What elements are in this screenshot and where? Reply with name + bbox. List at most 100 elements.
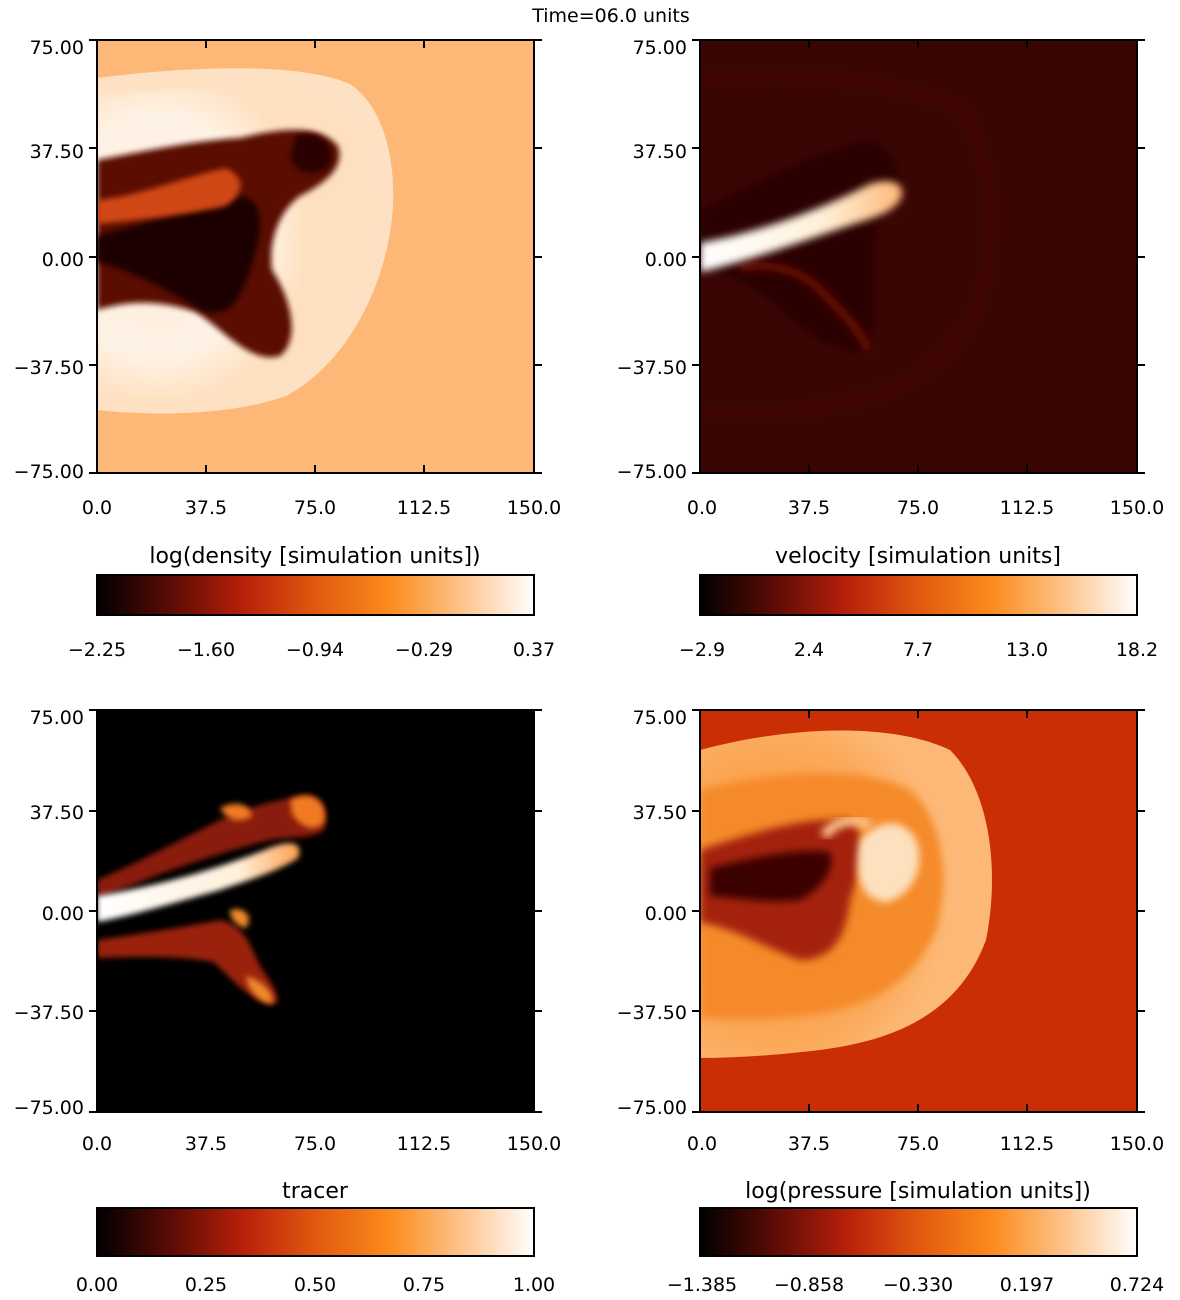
pressure-cocoon-core <box>710 850 832 902</box>
velocity-y-tick-label: −37.50 <box>617 357 687 379</box>
tracer-y-tick-label: −37.50 <box>14 1002 84 1024</box>
tracer-y-tick-label: −75.00 <box>14 1097 84 1119</box>
velocity-y-tick-label: 75.00 <box>633 37 687 59</box>
density-x-tick-label: 0.0 <box>82 497 112 519</box>
tracer-x-tick-label: 75.0 <box>294 1133 336 1155</box>
pressure-colorbar-title: log(pressure [simulation units]) <box>745 1179 1091 1204</box>
tracer-x-tick-label: 112.5 <box>397 1133 451 1155</box>
density-colorbar <box>96 574 535 616</box>
density-mixing-wisps <box>97 168 241 224</box>
pressure-panel: 0.0 37.5 75.0 112.5 150.0 75.00 37.50 0.… <box>617 707 1165 1296</box>
velocity-y-tick-label: 37.50 <box>633 141 687 163</box>
density-y-tick-label: 75.00 <box>30 37 84 59</box>
tracer-colorbar-tick-label: 0.00 <box>76 1274 118 1296</box>
tracer-colorbar-tick-label: 1.00 <box>513 1274 555 1296</box>
pressure-y-tick-label: 75.00 <box>633 707 687 729</box>
pressure-colorbar <box>699 1207 1138 1257</box>
tracer-colorbar-tick-label: 0.25 <box>185 1274 227 1296</box>
pressure-y-tick-label: 0.00 <box>645 903 687 925</box>
tracer-jet <box>97 843 300 922</box>
tracer-y-tick-label: 37.50 <box>30 802 84 824</box>
velocity-x-tick-label: 150.0 <box>1110 497 1164 519</box>
pressure-x-tick-label: 150.0 <box>1110 1133 1164 1155</box>
density-colorbar-ticks: −2.25 −1.60 −0.94 −0.29 0.37 <box>68 639 555 661</box>
velocity-x-tick-label: 75.0 <box>897 497 939 519</box>
pressure-colorbar-tick-label: 0.724 <box>1110 1274 1164 1296</box>
pressure-colorbar-ticks: −1.385 −0.858 −0.330 0.197 0.724 <box>667 1274 1164 1296</box>
density-head-vortex <box>290 133 332 173</box>
tracer-field <box>97 794 326 1004</box>
velocity-x-tick-label: 0.0 <box>687 497 717 519</box>
tracer-panel: 0.0 37.5 75.0 112.5 150.0 75.00 37.50 0.… <box>14 707 562 1296</box>
velocity-field <box>700 74 992 414</box>
pressure-y-ticks: 75.00 37.50 0.00 −37.50 −75.00 <box>617 707 687 1119</box>
tracer-plot-background <box>97 710 534 1112</box>
tracer-colorbar-tick-label: 0.50 <box>294 1274 336 1296</box>
tracer-colorbar <box>96 1207 535 1257</box>
density-y-tick-label: 37.50 <box>30 141 84 163</box>
density-x-tick-label: 75.0 <box>294 497 336 519</box>
pressure-y-tick-label: 37.50 <box>633 802 687 824</box>
tracer-x-tick-label: 37.5 <box>185 1133 227 1155</box>
density-y-tick-label: 0.00 <box>42 249 84 271</box>
pressure-field <box>700 730 992 1058</box>
pressure-colorbar-tick-label: 0.197 <box>1000 1274 1054 1296</box>
pressure-y-tick-label: −37.50 <box>617 1002 687 1024</box>
tracer-y-tick-label: 0.00 <box>42 903 84 925</box>
velocity-colorbar-tick-label: 2.4 <box>794 639 824 661</box>
pressure-x-tick-label: 75.0 <box>897 1133 939 1155</box>
velocity-colorbar-title: velocity [simulation units] <box>775 544 1061 569</box>
density-colorbar-tick-label: 0.37 <box>513 639 555 661</box>
tracer-lower-plume <box>97 920 278 1004</box>
velocity-y-tick-label: 0.00 <box>645 249 687 271</box>
pressure-colorbar-tick-label: −0.330 <box>883 1274 953 1296</box>
density-x-ticks: 0.0 37.5 75.0 112.5 150.0 <box>82 497 561 519</box>
density-colorbar-tick-label: −0.94 <box>286 639 344 661</box>
density-colorbar-tick-label: −0.29 <box>395 639 453 661</box>
tracer-y-ticks: 75.00 37.50 0.00 −37.50 −75.00 <box>14 707 84 1119</box>
tracer-colorbar-title: tracer <box>282 1179 349 1204</box>
density-x-tick-label: 112.5 <box>397 497 451 519</box>
velocity-colorbar-tick-label: 7.7 <box>903 639 933 661</box>
density-field <box>97 68 394 414</box>
density-tick-marks <box>89 39 542 474</box>
velocity-colorbar-tick-label: 18.2 <box>1116 639 1158 661</box>
tracer-head-knots <box>220 796 325 828</box>
velocity-panel: 0.0 37.5 75.0 112.5 150.0 75.00 37.50 0.… <box>617 37 1165 661</box>
tracer-upper-plume <box>97 794 326 898</box>
density-colorbar-tick-label: −2.25 <box>68 639 126 661</box>
density-panel: 0.0 37.5 75.0 112.5 150.0 75.00 37.50 0.… <box>14 37 562 661</box>
tracer-tick-marks <box>89 709 542 1113</box>
velocity-y-tick-label: −75.00 <box>617 461 687 483</box>
velocity-x-ticks: 0.0 37.5 75.0 112.5 150.0 <box>687 497 1164 519</box>
velocity-cocoon-filaments <box>739 262 872 352</box>
pressure-hotspot-ring <box>820 815 873 840</box>
tracer-colorbar-tick-label: 0.75 <box>403 1274 445 1296</box>
density-x-tick-label: 37.5 <box>185 497 227 519</box>
density-colorbar-tick-label: −1.60 <box>177 639 235 661</box>
velocity-colorbar-tick-label: −2.9 <box>679 639 725 661</box>
density-y-tick-label: −75.00 <box>14 461 84 483</box>
pressure-tick-marks <box>692 709 1145 1113</box>
density-x-tick-label: 150.0 <box>507 497 561 519</box>
velocity-colorbar-tick-label: 13.0 <box>1006 639 1048 661</box>
tracer-lower-knots <box>230 909 273 1004</box>
pressure-x-tick-label: 0.0 <box>687 1133 717 1155</box>
pressure-colorbar-tick-label: −1.385 <box>667 1274 737 1296</box>
velocity-tick-marks <box>692 39 1145 474</box>
velocity-x-tick-label: 37.5 <box>788 497 830 519</box>
tracer-x-tick-label: 150.0 <box>507 1133 561 1155</box>
pressure-y-tick-label: −75.00 <box>617 1097 687 1119</box>
density-colorbar-title: log(density [simulation units]) <box>149 544 480 569</box>
pressure-x-tick-label: 37.5 <box>788 1133 830 1155</box>
velocity-cocoon <box>700 140 899 352</box>
velocity-y-ticks: 75.00 37.50 0.00 −37.50 −75.00 <box>617 37 687 483</box>
density-y-tick-label: −37.50 <box>14 357 84 379</box>
density-y-ticks: 75.00 37.50 0.00 −37.50 −75.00 <box>14 37 84 483</box>
figure-title: Time=06.0 units <box>531 5 689 27</box>
pressure-colorbar-tick-label: −0.858 <box>774 1274 844 1296</box>
tracer-x-tick-label: 0.0 <box>82 1133 112 1155</box>
tracer-colorbar-ticks: 0.00 0.25 0.50 0.75 1.00 <box>76 1274 555 1296</box>
velocity-x-tick-label: 112.5 <box>1000 497 1054 519</box>
